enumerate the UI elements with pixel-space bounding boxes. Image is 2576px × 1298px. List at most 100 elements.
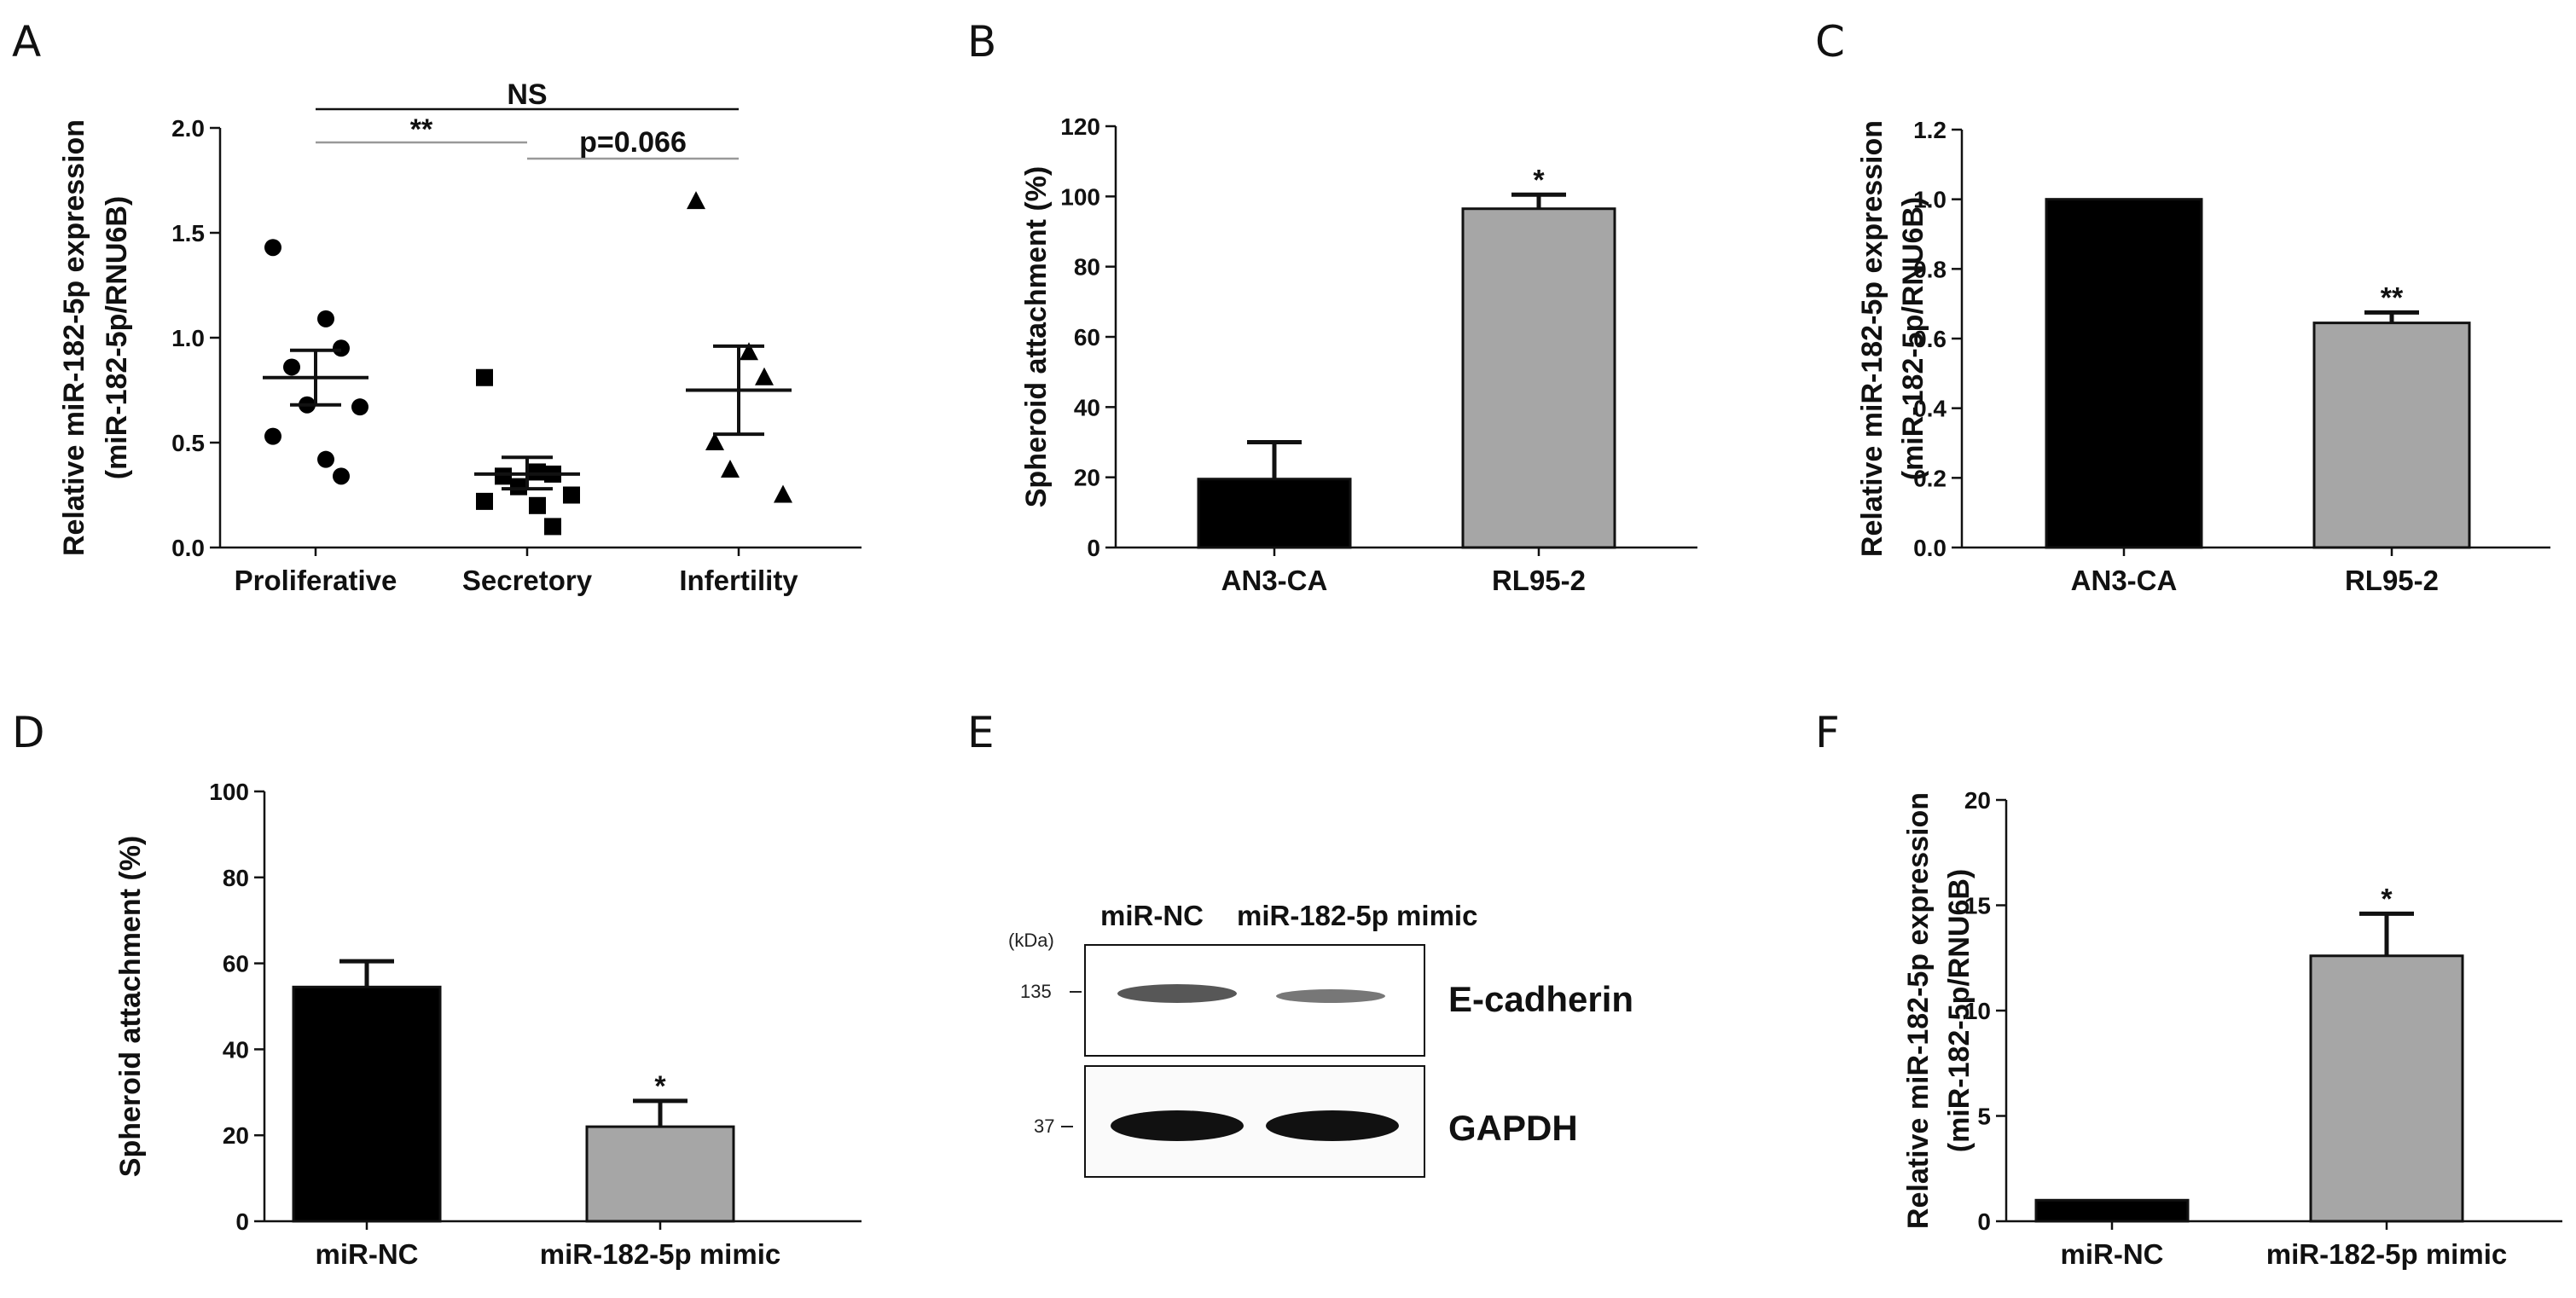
data-point <box>510 478 527 495</box>
y-axis-title: Spheroid attachment (%) <box>114 836 147 1177</box>
y-tick-label: 10 <box>1964 998 1991 1024</box>
panel-letter-d: D <box>12 708 45 757</box>
blot-band-gapdh-nc <box>1111 1110 1244 1141</box>
data-point <box>333 467 350 485</box>
y-tick-label: 0 <box>1087 535 1100 561</box>
data-point <box>317 310 334 327</box>
bar <box>2034 1198 2190 1223</box>
significance-label: * <box>1533 164 1545 196</box>
x-tick-label: AN3-CA <box>1221 565 1328 596</box>
data-point <box>529 463 546 481</box>
y-tick-label: 100 <box>209 779 249 805</box>
x-tick-label: AN3-CA <box>2071 565 2178 596</box>
y-tick-label: 0.0 <box>171 535 205 561</box>
panel-d-bar-chart: 0 20 40 60 80 100 miR-NC miR-182-5p mimic Sphero… <box>114 779 862 1270</box>
y-tick-label: 0.2 <box>1913 465 1947 491</box>
data-point <box>740 342 758 361</box>
y-tick-label: 20 <box>1074 465 1100 491</box>
panel-f-bar-chart: 0 5 10 15 20 miR-NC miR-182-5p mimic Relative m… <box>1902 787 2562 1270</box>
x-tick-label: miR-NC <box>316 1238 419 1270</box>
y-tick-label: 80 <box>1074 254 1100 281</box>
data-point <box>774 484 792 503</box>
y-tick-label: 1.2 <box>1913 117 1947 143</box>
data-point <box>529 496 546 514</box>
bar <box>1461 207 1616 549</box>
y-axis-title: Relative miR-182-5p expression <box>58 119 90 556</box>
blot-kda-unit: (kDa) <box>1008 930 1054 951</box>
y-tick-label: 0.4 <box>1913 396 1947 422</box>
y-tick-label: 40 <box>1074 394 1100 420</box>
data-point <box>495 467 512 485</box>
y-tick-label: 0.5 <box>171 430 205 456</box>
panel-letter-a: A <box>12 17 41 67</box>
y-tick-label: 15 <box>1964 893 1991 919</box>
bar <box>585 1125 735 1223</box>
y-tick-label: 0 <box>1977 1208 1991 1235</box>
data-point <box>333 339 350 357</box>
panel-c-bar-chart: 0.0 0.2 0.4 0.6 0.8 1.0 1.2 AN3-CA RL95-2 Relativ… <box>1856 117 2550 596</box>
y-axis-title: Spheroid attachment (%) <box>1020 166 1053 507</box>
blot-frame-ecadherin <box>1084 944 1425 1057</box>
data-point <box>544 518 561 536</box>
bar <box>1197 478 1352 549</box>
significance-label: ** <box>2381 281 2404 314</box>
data-point <box>264 427 281 445</box>
y-tick-label: 0.6 <box>1913 326 1947 352</box>
y-tick-label: 0 <box>235 1208 249 1235</box>
blot-lane-label-mimic: miR-182-5p mimic <box>1237 900 1477 931</box>
data-point <box>264 239 281 257</box>
panel-letter-c: C <box>1815 17 1845 67</box>
bar <box>2045 198 2203 549</box>
y-axis-title: (miR-182-5p/RNU6B) <box>1943 869 1976 1153</box>
blot-protein-gapdh: GAPDH <box>1448 1108 1578 1148</box>
y-tick-label: 1.0 <box>1913 187 1947 213</box>
bar <box>2312 322 2471 549</box>
panel-a-scatter-chart: 0.0 0.5 1.0 1.5 2.0 Proliferative Secretory Inf… <box>58 78 862 596</box>
y-tick-label: 60 <box>1074 324 1100 351</box>
x-tick-label: Infertility <box>679 565 798 596</box>
panel-letter-f: F <box>1815 708 1840 757</box>
y-axis-title: Relative miR-182-5p expression <box>1856 120 1888 557</box>
y-tick-label: 2.0 <box>171 115 205 142</box>
bar <box>292 985 442 1223</box>
blot-marker-37: 37 <box>1034 1115 1054 1137</box>
data-point <box>687 191 705 210</box>
x-tick-label: Proliferative <box>235 565 397 596</box>
y-axis-title: (miR-182-5p/RNU6B) <box>101 196 133 480</box>
blot-protein-ecadherin: E-cadherin <box>1448 979 1633 1019</box>
data-point <box>351 398 368 416</box>
x-tick-label: miR-182-5p mimic <box>2266 1238 2507 1270</box>
panel-b-bar-chart: 0 20 40 60 80 100 120 AN3-CA RL95-2 Spheroid atta… <box>1020 113 1697 596</box>
data-point <box>563 486 580 504</box>
data-point <box>755 367 774 385</box>
data-point <box>476 368 493 386</box>
comparison-label: p=0.066 <box>579 126 687 159</box>
blot-lane-label-nc: miR-NC <box>1100 900 1204 931</box>
y-tick-label: 60 <box>223 951 249 977</box>
data-point <box>283 358 300 376</box>
x-tick-label: Secretory <box>462 565 593 596</box>
data-point <box>705 432 724 450</box>
y-tick-label: 80 <box>223 865 249 891</box>
y-tick-label: 20 <box>1964 787 1991 814</box>
y-tick-label: 1.0 <box>171 325 205 351</box>
x-tick-label: miR-182-5p mimic <box>540 1238 780 1270</box>
y-tick-label: 120 <box>1060 113 1100 140</box>
significance-label: * <box>654 1070 666 1103</box>
y-tick-label: 1.5 <box>171 220 205 246</box>
blot-marker-135: 135 <box>1020 981 1052 1002</box>
comparison-label: ** <box>410 113 433 146</box>
data-point <box>721 459 740 478</box>
significance-label: * <box>2381 883 2393 915</box>
y-tick-label: 40 <box>223 1036 249 1063</box>
panel-letter-e: E <box>967 708 995 757</box>
y-tick-label: 0.8 <box>1913 256 1947 282</box>
data-point <box>476 492 493 510</box>
x-tick-label: RL95-2 <box>1492 565 1586 596</box>
y-axis-title: (miR-182-5p/RNU6B) <box>1897 197 1929 481</box>
comparison-label: NS <box>507 78 547 111</box>
x-tick-label: miR-NC <box>2061 1238 2164 1270</box>
panel-e-western-blot: miR-NC miR-182-5p mimic (kDa) 135 37 E-c… <box>1008 900 1633 1178</box>
panel-letter-b: B <box>967 17 996 67</box>
